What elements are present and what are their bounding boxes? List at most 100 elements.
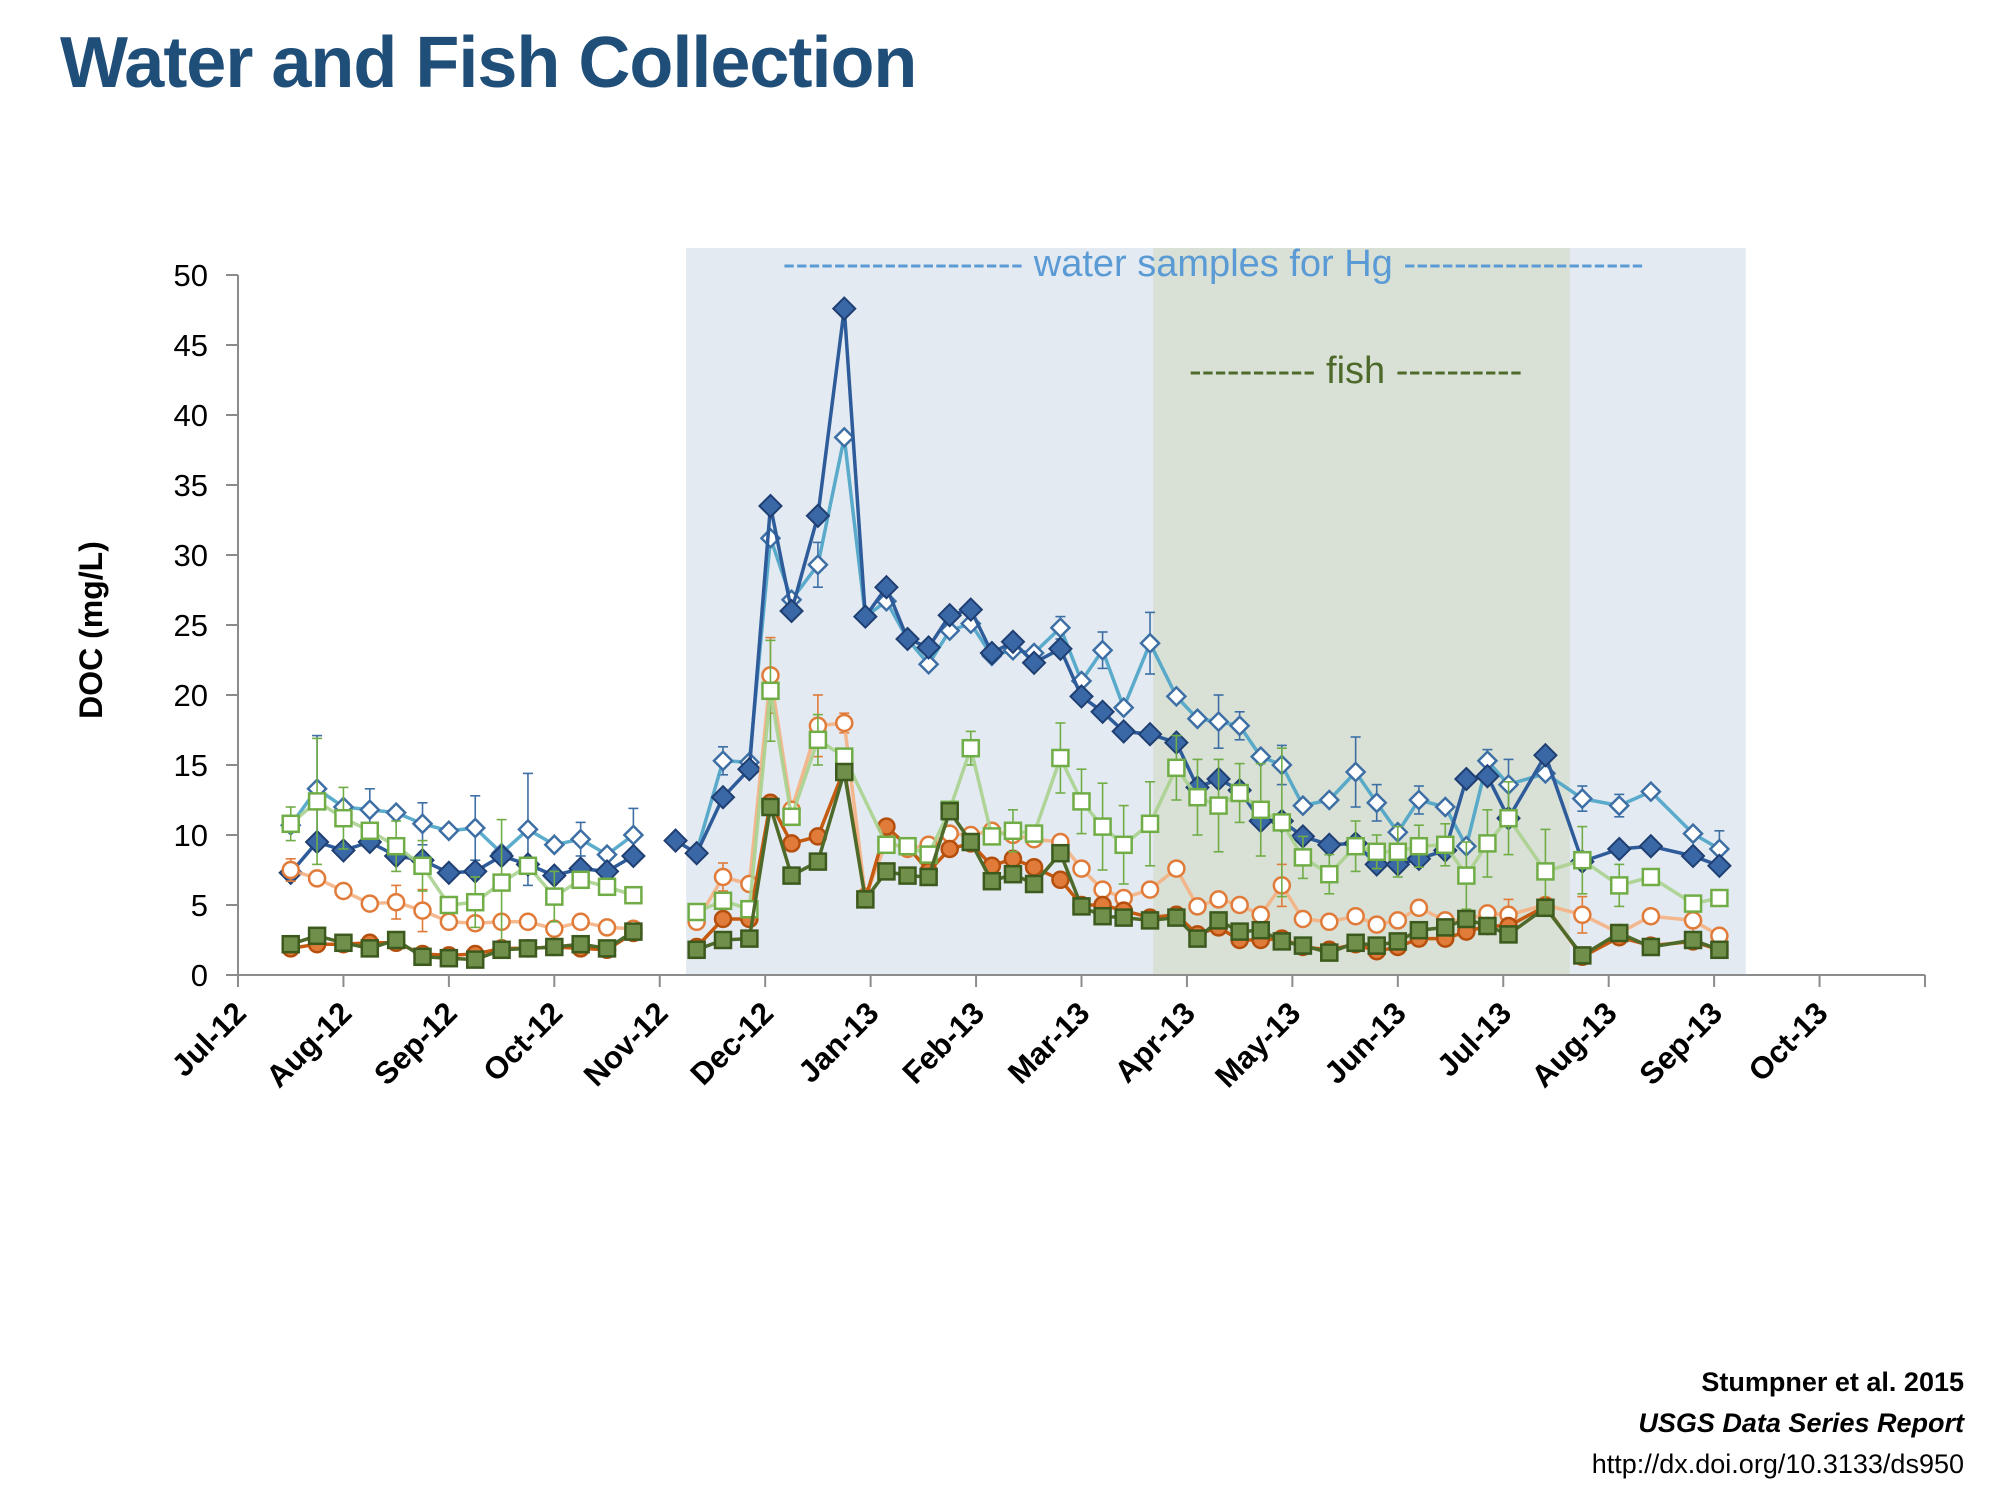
data-point [307,792,327,811]
data-point [898,866,917,885]
data-point [439,912,459,932]
data-point [782,866,801,885]
data-point [940,801,959,821]
data-point [360,894,380,913]
data-point [1320,864,1339,884]
x-tick-label: Aug-12 [259,995,358,1094]
data-point [1024,824,1044,843]
data-point [385,801,407,824]
citation-author: Stumpner et al. 2015 [1701,1367,1964,1397]
data-point [1188,787,1207,807]
data-point [1209,911,1228,930]
data-point [1609,876,1629,895]
data-point [1478,916,1497,936]
data-point [1478,834,1497,853]
data-point [465,892,485,912]
data-point [1272,932,1292,951]
x-tick-label: Jul-13 [1430,995,1518,1083]
x-tick-label: Aug-13 [1525,995,1624,1094]
data-point [1112,696,1135,719]
citation-url[interactable]: http://dx.doi.org/10.3133/ds950 [1591,1449,1964,1479]
data-point [360,939,380,958]
y-axis-label: DOC (mg/L) [73,541,109,719]
data-point [386,930,406,950]
data-point [1051,748,1070,768]
data-point [492,940,511,960]
data-point [758,493,783,519]
x-tick-label: Oct-13 [1742,995,1835,1088]
data-point [439,948,459,968]
data-point [1140,911,1160,930]
data-point [1409,898,1429,918]
data-point [919,867,938,887]
data-point [518,939,538,958]
data-point [761,797,780,817]
data-point [782,834,801,853]
data-point [761,681,780,701]
data-point [545,919,564,939]
data-point [1069,683,1094,709]
data-point [413,947,432,967]
data-point [597,877,617,897]
water-samples-label: ------------------- water samples for Hg… [783,243,1644,285]
data-point [1111,718,1137,744]
x-tick-label: Apr-13 [1108,995,1202,1089]
data-point [1641,906,1661,926]
data-point [359,799,381,821]
y-tick-label: 50 [174,258,208,293]
data-point [1457,866,1476,885]
data-point [1047,636,1073,662]
data-point [413,901,432,920]
data-point [517,818,539,841]
data-point [835,747,854,766]
y-tick-label: 0 [191,958,208,993]
data-point [1272,813,1292,832]
data-point [713,867,733,887]
data-point [710,784,736,810]
data-point [982,827,1002,846]
data-point [1499,925,1518,944]
data-point [1320,912,1339,932]
data-point [1641,867,1661,887]
data-point [958,597,984,623]
data-point [1344,761,1367,783]
data-point [624,922,643,941]
data-point [1573,905,1592,925]
data-point [1140,814,1160,834]
y-tick-label: 40 [174,398,208,433]
data-point [1475,763,1500,789]
data-point [1137,721,1163,747]
data-point [937,602,963,628]
data-point [438,820,460,842]
data-point [518,912,538,932]
data-point [386,892,406,912]
data-point [1003,821,1023,841]
data-point [569,828,592,850]
data-point [1680,843,1706,869]
data-point [571,912,590,932]
data-point [1251,920,1270,940]
data-point [1293,936,1313,955]
data-point [624,885,643,905]
y-tick-label: 25 [174,608,208,643]
data-point [1251,905,1270,925]
data-point [1188,897,1207,916]
data-point [1608,794,1630,817]
data-point [852,604,878,630]
chart-series [278,296,1732,969]
data-point [898,836,917,856]
data-point [281,934,300,954]
data-point [1209,796,1228,815]
data-point [1388,932,1408,951]
data-point [1072,792,1091,811]
data-point [439,895,459,915]
data-point [1710,940,1729,960]
series-6 [281,762,1729,969]
data-point [1457,909,1476,929]
sampling-annotations: ------------------- water samples for Hg… [783,243,1644,392]
data-point [1000,629,1026,655]
data-point [712,750,734,772]
data-point [1209,890,1228,909]
data-point [1320,943,1339,962]
data-point [1167,859,1186,878]
